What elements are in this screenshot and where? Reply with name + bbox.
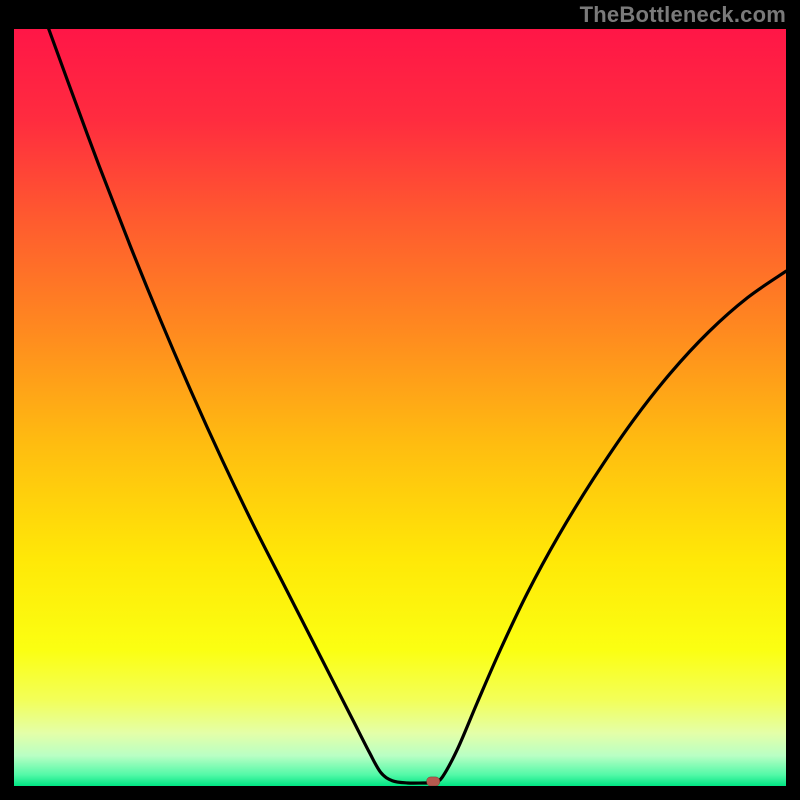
plot-background bbox=[14, 29, 786, 786]
minimum-marker bbox=[427, 777, 440, 786]
bottleneck-chart bbox=[0, 0, 800, 800]
watermark-text: TheBottleneck.com bbox=[580, 2, 786, 28]
chart-stage: TheBottleneck.com bbox=[0, 0, 800, 800]
